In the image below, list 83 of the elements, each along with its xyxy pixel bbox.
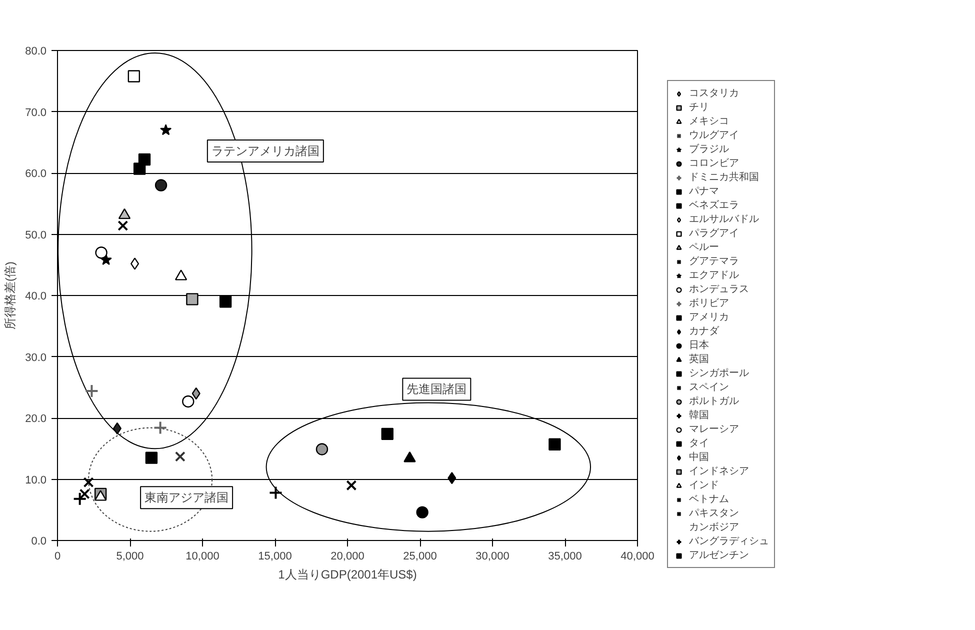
legend-label: ウルグアイ — [689, 129, 739, 142]
y-tick-label: 40.0 — [25, 290, 47, 302]
point — [95, 246, 108, 259]
point — [346, 480, 357, 491]
x-tick-label: 0 — [54, 550, 61, 562]
legend-label: コスタリカ — [689, 87, 739, 100]
point — [316, 443, 328, 456]
legend-label: ベトナム — [689, 493, 729, 506]
legend-label: エルサルバドル — [689, 213, 759, 226]
legend-label: ボリビア — [689, 297, 729, 310]
y-tick-label: 80.0 — [25, 46, 47, 58]
legend-label: アメリカ — [689, 311, 729, 324]
legend-label: 日本 — [689, 338, 709, 352]
point — [133, 162, 146, 175]
point — [219, 296, 232, 308]
legend-label: ポルトガル — [689, 395, 739, 408]
legend-label: グアテマラ — [689, 255, 739, 268]
y-tick-label: 10.0 — [25, 474, 47, 486]
x-tick-label: 5,000 — [116, 550, 144, 562]
legend-label: 英国 — [689, 352, 709, 366]
point — [130, 258, 140, 270]
legend-label: コロンビア — [689, 157, 739, 170]
y-axis-title: 所得格差(倍) — [3, 261, 18, 330]
point — [548, 438, 561, 450]
legend-label: エクアドル — [689, 269, 739, 282]
x-tick-label: 15,000 — [258, 550, 292, 562]
legend-label: スペイン — [689, 381, 729, 394]
legend-label: アルゼンチン — [689, 549, 749, 562]
point — [118, 208, 131, 220]
point — [153, 420, 168, 435]
annotation: 先進国諸国 — [406, 382, 467, 396]
x-tick-label: 20,000 — [330, 550, 364, 562]
legend-label: マレーシア — [689, 423, 739, 436]
legend-label: ペルー — [689, 241, 719, 254]
legend-label: バングラディシュ — [689, 535, 769, 548]
y-tick-label: 60.0 — [25, 168, 47, 180]
y-tick-label: 50.0 — [25, 229, 47, 242]
legend-label: インド — [689, 479, 719, 492]
legend-label: ホンデュラス — [689, 283, 749, 296]
y-tick-label: 0.0 — [31, 536, 47, 548]
legend-label: 中国 — [689, 450, 709, 464]
x-tick-label: 35,000 — [548, 550, 582, 562]
legend-label: ブラジル — [689, 142, 729, 156]
legend-label: チリ — [689, 101, 709, 114]
point — [416, 506, 428, 518]
point — [118, 220, 128, 231]
legend-label: タイ — [689, 437, 709, 450]
point — [145, 452, 158, 464]
point — [381, 428, 394, 440]
point — [186, 293, 198, 306]
x-tick-label: 30,000 — [476, 550, 510, 562]
y-tick-label: 30.0 — [25, 352, 47, 364]
point — [72, 492, 87, 506]
point — [182, 395, 194, 408]
point — [160, 124, 172, 136]
point — [174, 270, 188, 280]
point — [174, 451, 186, 462]
x-tick-label: 40,000 — [620, 550, 654, 562]
legend-label: ドミニカ共和国 — [689, 170, 759, 184]
annotation: 東南アジア諸国 — [144, 490, 229, 505]
text: カンボジア — [689, 521, 739, 534]
point — [100, 254, 112, 266]
legend-label: 韓国 — [689, 408, 709, 422]
point — [268, 486, 283, 500]
annotation: ラテンアメリカ諸国 — [211, 144, 320, 158]
legend-label: メキシコ — [689, 115, 729, 128]
point — [84, 384, 99, 398]
legend-label: ベネズエラ — [689, 199, 739, 212]
x-axis-title: 1人当りGDP(2001年US$) — [278, 568, 417, 582]
legend-label: カナダ — [689, 325, 719, 338]
y-tick-label: 70.0 — [25, 106, 47, 119]
point — [128, 70, 140, 82]
point — [83, 477, 94, 488]
x-tick-label: 10,000 — [186, 550, 220, 562]
point — [112, 422, 122, 435]
legend-label: インドネシア — [689, 465, 749, 478]
legend-label: シンガポール — [689, 367, 749, 380]
y-tick-label: 20.0 — [25, 413, 47, 425]
legend-label: パラグアイ — [689, 227, 739, 240]
point — [154, 179, 168, 192]
legend-label: パナマ — [689, 185, 719, 198]
x-tick-label: 25,000 — [403, 550, 437, 562]
legend-label: パキスタン — [689, 507, 739, 520]
